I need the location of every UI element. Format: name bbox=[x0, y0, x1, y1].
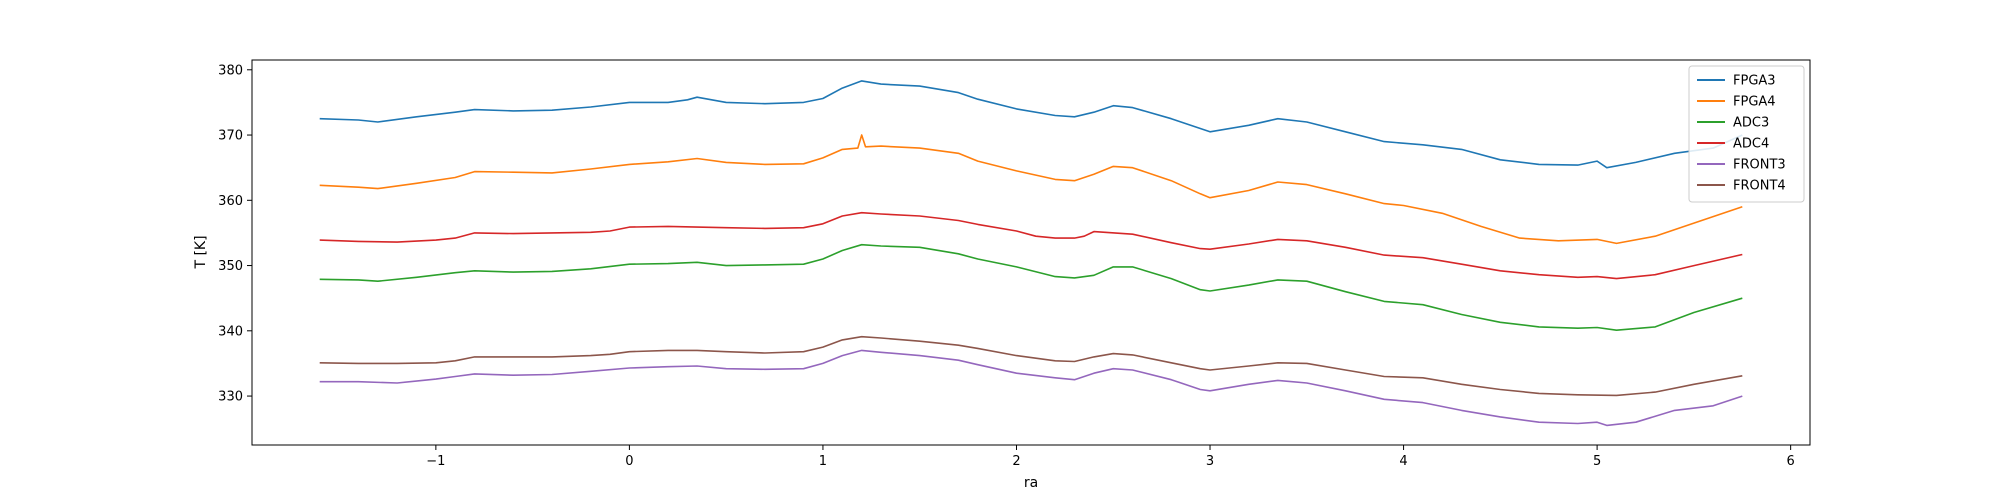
legend-label: FRONT3 bbox=[1733, 158, 1786, 173]
series-line-adc4 bbox=[319, 211, 1743, 280]
x-tick-label: 2 bbox=[1012, 454, 1020, 469]
x-axis-label: ra bbox=[1024, 475, 1038, 491]
legend-label: ADC3 bbox=[1733, 116, 1769, 131]
y-tick-label: 360 bbox=[218, 194, 243, 209]
series-line-front4 bbox=[319, 335, 1743, 397]
y-tick-label: 370 bbox=[218, 129, 243, 144]
y-axis: 330 340 350 360 370 380 bbox=[218, 63, 252, 405]
x-tick-label: 0 bbox=[625, 454, 633, 469]
series-line-fpga3 bbox=[319, 80, 1743, 169]
y-tick-label: 340 bbox=[218, 324, 243, 339]
y-tick-label: 380 bbox=[218, 63, 243, 78]
x-tick-label: 3 bbox=[1206, 454, 1214, 469]
legend-label: ADC4 bbox=[1733, 137, 1769, 152]
legend-label: FRONT4 bbox=[1733, 179, 1786, 194]
x-tick-label: 1 bbox=[819, 454, 827, 469]
series-line-adc3 bbox=[319, 243, 1743, 332]
legend-label: FPGA4 bbox=[1733, 95, 1776, 110]
x-axis: −1 0 1 2 3 4 5 6 bbox=[426, 445, 1795, 469]
x-tick-label: 5 bbox=[1593, 454, 1601, 469]
y-tick-label: 350 bbox=[218, 259, 243, 274]
series-layer bbox=[319, 80, 1743, 427]
x-tick-label: 4 bbox=[1399, 454, 1407, 469]
y-tick-label: 330 bbox=[218, 390, 243, 405]
series-line-fpga4 bbox=[319, 134, 1743, 245]
y-axis-label: T [K] bbox=[193, 235, 209, 269]
x-tick-label: 6 bbox=[1787, 454, 1795, 469]
series-line-front3 bbox=[319, 349, 1743, 427]
legend-label: FPGA3 bbox=[1733, 74, 1776, 89]
plot-frame bbox=[251, 59, 1811, 446]
legend: FPGA3 FPGA4 ADC3 ADC4 FRONT3 FRONT4 bbox=[1688, 65, 1805, 203]
x-tick-label: −1 bbox=[426, 454, 445, 469]
